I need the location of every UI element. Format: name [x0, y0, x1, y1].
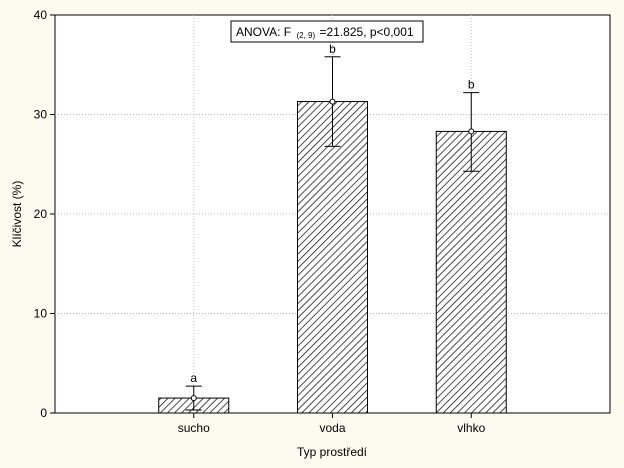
- y-axis: 0 10 20 30 40: [34, 8, 55, 420]
- x-tick-label: sucho: [178, 421, 210, 435]
- significance-labels: a b b: [190, 42, 475, 385]
- x-axis: sucho voda vlhko: [178, 413, 486, 435]
- y-tick-label: 0: [40, 406, 47, 420]
- y-tick-label: 40: [34, 8, 48, 22]
- anova-subscript: (2, 9): [296, 31, 315, 40]
- bar: [435, 130, 507, 414]
- significance-label: b: [468, 78, 475, 92]
- significance-label: b: [329, 42, 336, 56]
- bar: [297, 101, 368, 414]
- y-tick-label: 10: [34, 307, 48, 321]
- anova-annotation: ANOVA: F (2, 9) =21.825, p<0,001: [230, 20, 424, 43]
- y-axis-title: Klíčivost (%): [10, 181, 24, 248]
- anova-box: [230, 20, 424, 43]
- y-tick-label: 30: [34, 108, 48, 122]
- x-axis-title: Typ prostředí: [297, 445, 368, 459]
- bars: [158, 101, 507, 414]
- y-tick-label: 20: [34, 207, 48, 221]
- error-bars: [185, 56, 480, 411]
- mean-point: [190, 395, 197, 402]
- mean-point: [329, 98, 336, 105]
- x-tick-label: vlhko: [457, 421, 485, 435]
- mean-point: [468, 128, 475, 135]
- significance-label: a: [190, 371, 197, 385]
- svg-text:ANOVA: F (2, 9) =2: ANOVA: F (2, 9) =21.825, p<0,001: [236, 25, 414, 41]
- x-tick-label: voda: [319, 421, 345, 435]
- anova-suffix: =21.825, p<0,001: [319, 25, 413, 39]
- anova-prefix: ANOVA: F: [236, 25, 291, 39]
